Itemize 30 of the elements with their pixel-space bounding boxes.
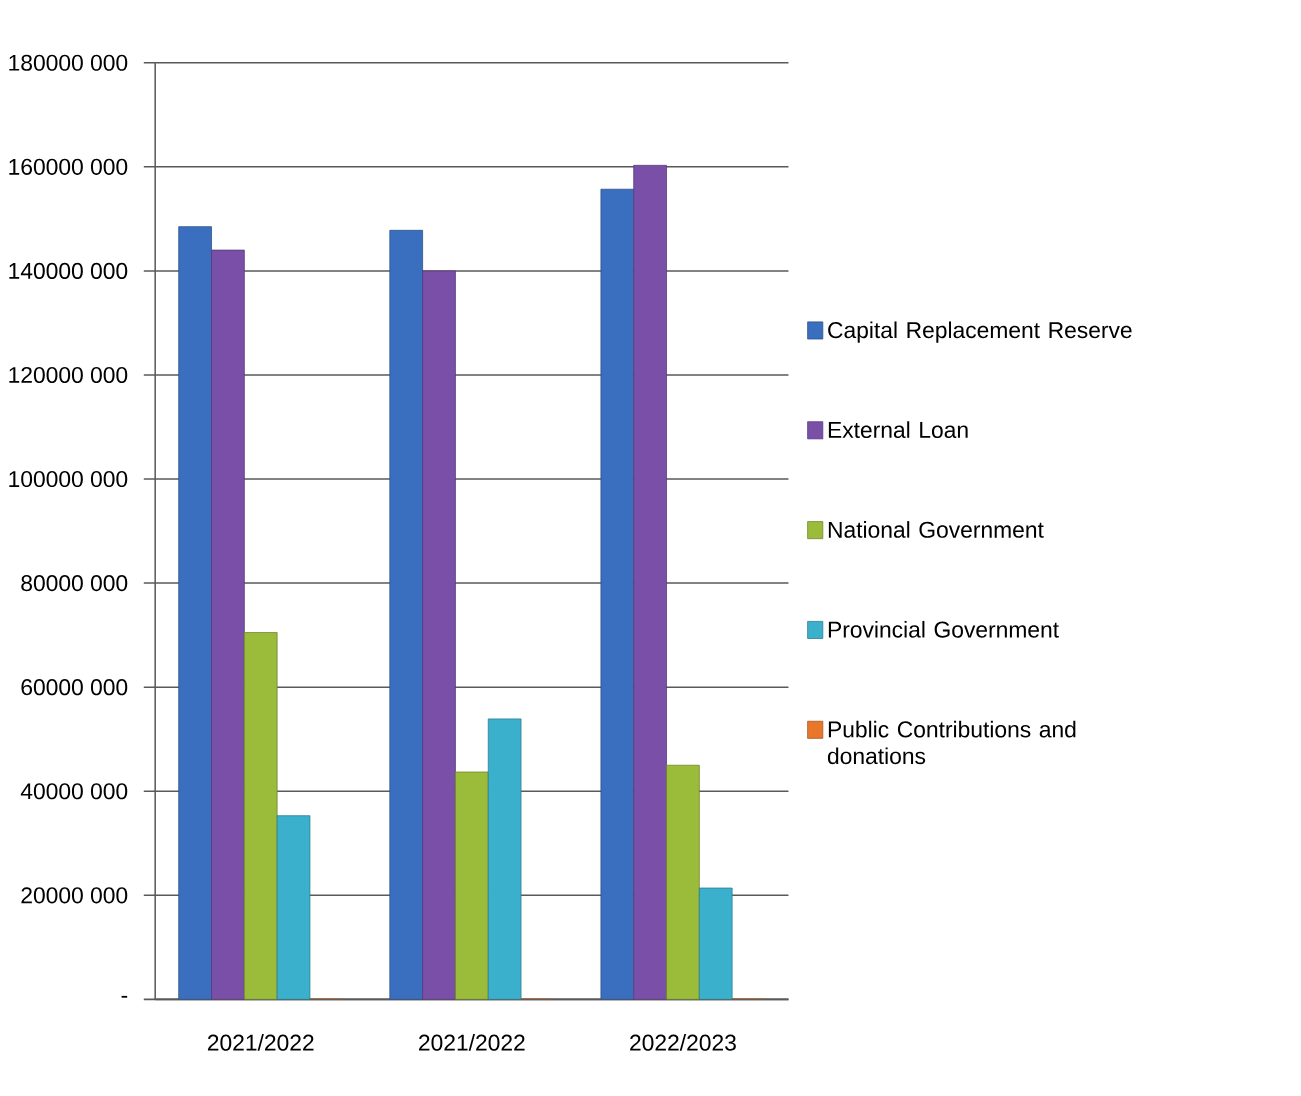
bar	[487, 718, 522, 1000]
legend-label: Capital Replacement Reserve	[828, 321, 1132, 343]
y-tick-label: 60000 000	[21, 678, 128, 696]
bar	[666, 764, 700, 1000]
legend-label: External Loan	[828, 421, 968, 438]
bar	[455, 771, 489, 1000]
y-tick-label: 120000 000	[9, 366, 128, 383]
bar	[389, 229, 423, 1000]
bar	[243, 631, 278, 1000]
y-tick-label: 180000 000	[9, 54, 128, 71]
bar	[698, 887, 733, 1000]
bar	[422, 270, 456, 1000]
y-tick-label: 160000 000	[9, 158, 128, 175]
legend-label: Provincial Government	[828, 620, 1059, 638]
bar	[633, 164, 667, 1000]
bar	[600, 188, 635, 1000]
bar	[178, 226, 212, 1000]
bar	[211, 249, 245, 1000]
x-tick-label: 2021/2022	[207, 1033, 314, 1051]
y-tick-label: 100000 000	[9, 470, 128, 487]
x-tick-label: 2021/2022	[419, 1033, 525, 1051]
legend-label: Public Contributions and donations	[827, 720, 1076, 764]
legend-label: National Government	[828, 520, 1044, 538]
y-tick-label: 20000 000	[21, 887, 128, 904]
bar	[276, 815, 311, 1000]
y-tick-label: 40000 000	[20, 782, 128, 800]
y-tick-label: 80000 000	[21, 574, 128, 591]
y-tick-label: 140000 000	[9, 262, 128, 279]
x-tick-label: 2022/2023	[630, 1033, 736, 1051]
y-tick-label: -	[121, 995, 128, 998]
